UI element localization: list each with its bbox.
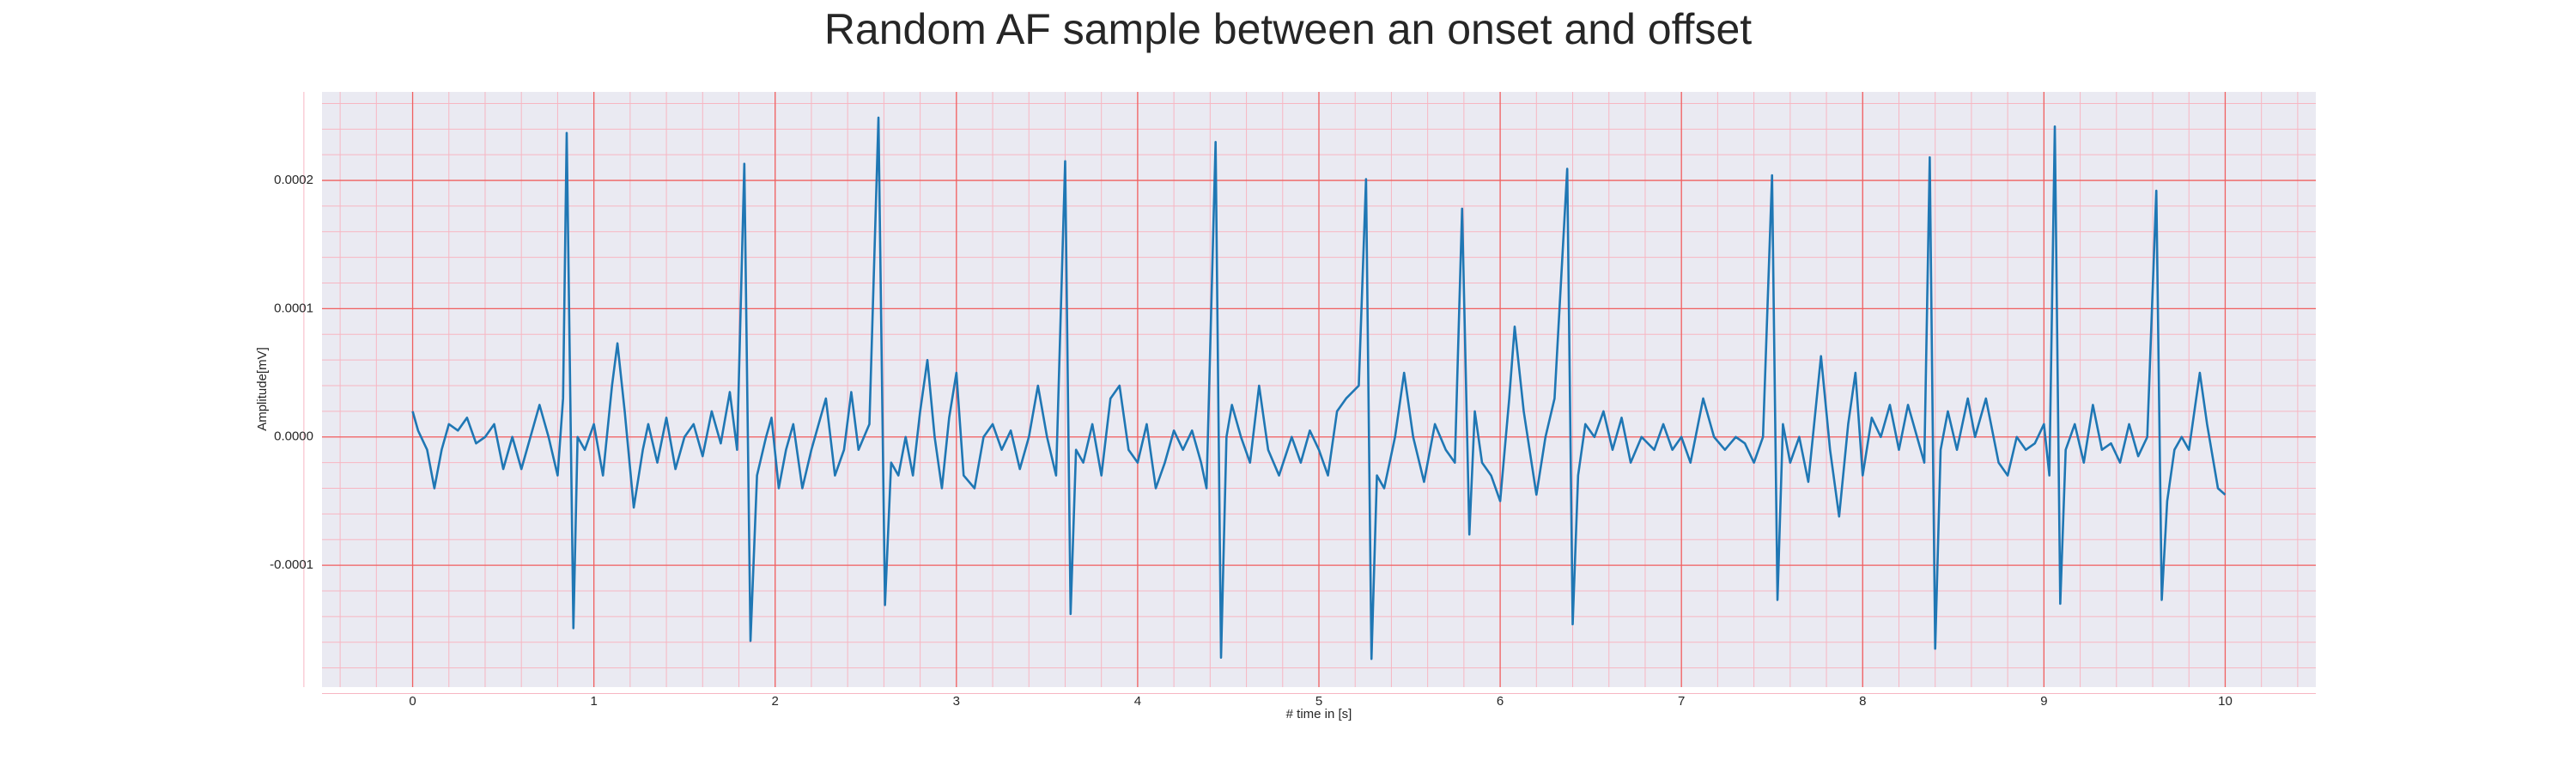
x-tick-label: 4 xyxy=(1134,694,1141,709)
y-tick-label: 0.0000 xyxy=(274,429,313,444)
signal-line xyxy=(411,116,2227,660)
x-tick-label: 3 xyxy=(953,694,960,709)
x-tick-label: 10 xyxy=(2218,694,2233,709)
x-tick-label: 5 xyxy=(1315,694,1322,709)
x-tick-label: 6 xyxy=(1497,694,1504,709)
x-tick-label: 8 xyxy=(1859,694,1866,709)
x-tick-label: 1 xyxy=(590,694,597,709)
x-tick-label: 0 xyxy=(409,694,416,709)
x-tick-label: 2 xyxy=(772,694,779,709)
y-tick-label: 0.0001 xyxy=(274,301,313,315)
x-tick-label: 9 xyxy=(2040,694,2047,709)
x-tick-label: 7 xyxy=(1678,694,1685,709)
x-axis-label: # time in [s] xyxy=(1286,707,1352,721)
y-tick-label: 0.0002 xyxy=(274,173,313,187)
y-tick-label: -0.0001 xyxy=(270,557,313,572)
y-axis-label: Amplitude[mV] xyxy=(255,347,270,431)
chart-title: Random AF sample between an onset and of… xyxy=(824,5,1752,53)
